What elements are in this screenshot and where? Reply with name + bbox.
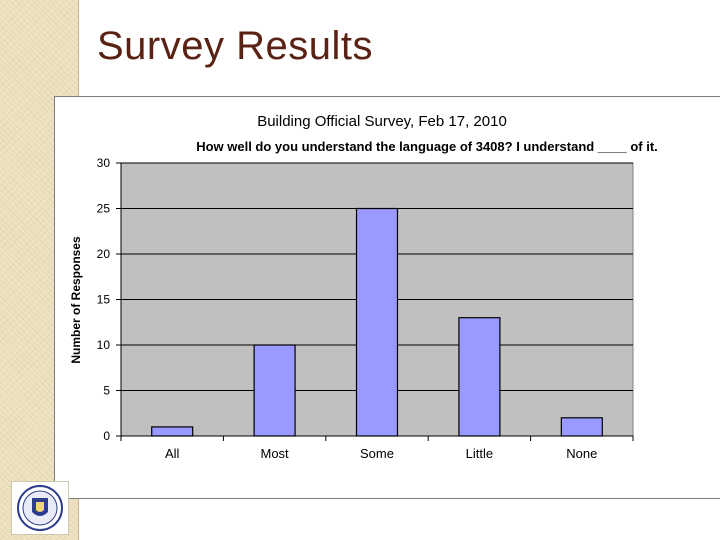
massachusetts-seal-icon: [11, 481, 69, 535]
y-tick-label: 0: [103, 429, 110, 443]
x-tick-label: None: [566, 446, 597, 461]
chart-title: Building Official Survey, Feb 17, 2010: [257, 113, 507, 130]
bar-chart: Building Official Survey, Feb 17, 2010 H…: [69, 113, 658, 461]
bar-none: [560, 417, 603, 437]
chart-frame: Building Official Survey, Feb 17, 2010 H…: [54, 96, 720, 499]
y-tick-label: 10: [97, 338, 111, 352]
x-tick-label: All: [165, 446, 180, 461]
y-tick-label: 30: [97, 156, 111, 170]
bar-all: [151, 426, 194, 437]
slide-title: Survey Results: [97, 24, 373, 68]
y-tick-label: 5: [103, 384, 110, 398]
plot-area: 0 5 10 15 20 25 30 All Most Some Little None: [97, 156, 634, 461]
y-tick-label: 15: [97, 293, 111, 307]
x-tick-label: Some: [360, 446, 394, 461]
chart-subtitle: How well do you understand the language …: [196, 139, 658, 154]
y-tick-label: 25: [97, 202, 111, 216]
x-tick-label: Little: [466, 446, 493, 461]
x-tick-label: Most: [261, 446, 290, 461]
bar-little: [458, 317, 501, 437]
y-tick-label: 20: [97, 247, 111, 261]
bar-most: [253, 344, 296, 437]
bar-some: [355, 207, 399, 437]
y-axis-label: Number of Responses: [69, 236, 83, 364]
